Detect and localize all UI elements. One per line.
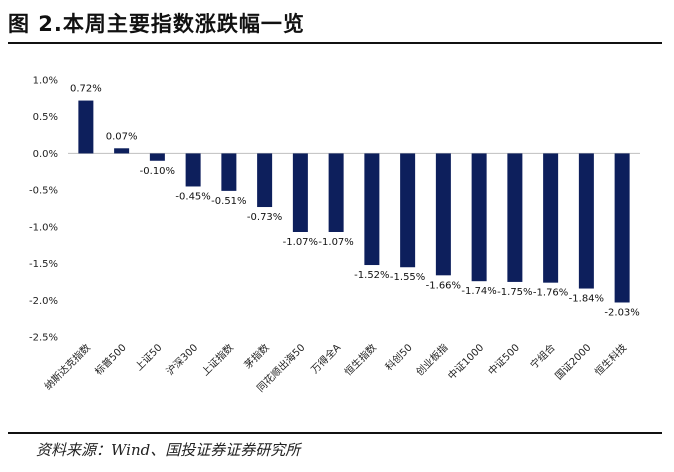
- bar: [543, 153, 559, 283]
- y-tick-label: -1.0%: [29, 222, 58, 233]
- category-label: 宁组合: [527, 341, 557, 371]
- data-label: -1.75%: [497, 287, 532, 298]
- source-note: 资料来源：Wind、国投证券证券研究所: [36, 441, 301, 459]
- data-label: -1.84%: [569, 294, 604, 305]
- data-label: -1.07%: [283, 237, 318, 248]
- bar: [364, 153, 380, 266]
- y-tick-label: 0.0%: [33, 149, 58, 160]
- data-label: -0.51%: [211, 196, 246, 207]
- bar: [507, 153, 523, 282]
- category-label: 纳斯达克指数: [41, 341, 93, 393]
- category-label: 科创50: [382, 341, 414, 373]
- category-label: 中证500: [485, 341, 522, 378]
- bar: [221, 153, 237, 191]
- bar: [400, 153, 416, 268]
- category-label: 中证1000: [445, 341, 486, 382]
- bar: [149, 153, 165, 161]
- data-label: -1.07%: [318, 237, 353, 248]
- title-divider: [8, 42, 662, 44]
- category-label: 万得全A: [308, 341, 343, 376]
- category-label: 上证50: [133, 342, 165, 374]
- bar: [292, 153, 308, 232]
- data-label: 0.07%: [106, 131, 138, 142]
- y-tick-label: -0.5%: [29, 186, 58, 197]
- data-label: -2.03%: [604, 307, 639, 318]
- bar: [328, 153, 344, 232]
- data-label: 0.72%: [70, 84, 102, 95]
- category-label: 恒生科技: [592, 341, 629, 378]
- data-label: -1.76%: [533, 288, 568, 299]
- y-tick-label: 0.5%: [33, 112, 58, 123]
- bar: [114, 148, 130, 154]
- data-label: -0.45%: [175, 191, 210, 202]
- data-label: -1.74%: [461, 286, 496, 297]
- bar: [614, 153, 630, 303]
- figure-title: 图 2.本周主要指数涨跌幅一览: [8, 12, 305, 36]
- category-label: 茅指数: [241, 341, 271, 371]
- bar: [471, 153, 487, 282]
- category-label: 创业板指: [413, 341, 450, 378]
- data-label: -1.55%: [390, 272, 425, 283]
- category-label: 上证指数: [199, 341, 236, 378]
- y-tick-label: -2.5%: [29, 333, 58, 344]
- bar: [578, 153, 594, 289]
- bar: [78, 100, 94, 154]
- bar: [435, 153, 451, 276]
- y-tick-label: 1.0%: [33, 76, 58, 87]
- category-label: 标普500: [92, 341, 129, 378]
- bar: [257, 153, 273, 208]
- category-label: 国证2000: [553, 342, 594, 383]
- source-divider: [8, 432, 662, 434]
- data-label: -1.66%: [426, 280, 461, 291]
- data-label: -0.73%: [247, 212, 282, 223]
- y-tick-label: -2.0%: [29, 296, 58, 307]
- data-label: -1.52%: [354, 270, 389, 281]
- category-label: 沪深300: [163, 341, 200, 378]
- data-label: -0.10%: [140, 166, 175, 177]
- bar: [185, 153, 201, 187]
- category-label: 恒生指数: [342, 341, 379, 378]
- y-tick-label: -1.5%: [29, 259, 58, 270]
